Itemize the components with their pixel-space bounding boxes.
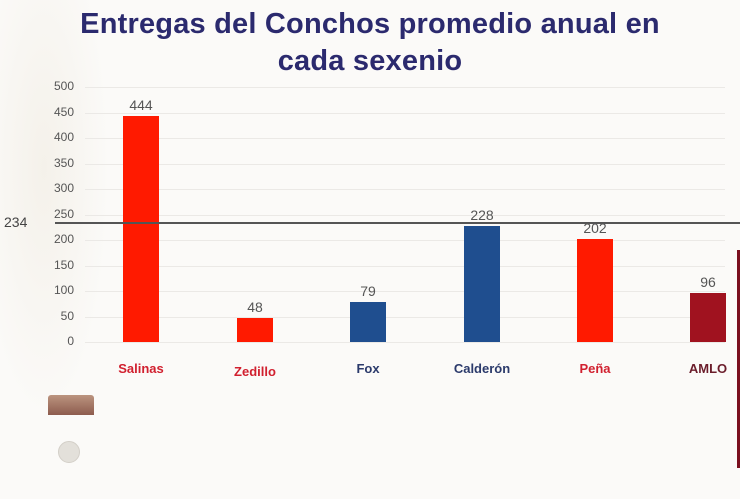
- bar-value-label: 228: [470, 206, 494, 223]
- y-axis-tick-label: 0: [67, 334, 74, 348]
- bar-fox: [350, 301, 386, 342]
- gridline: [85, 112, 725, 114]
- gridline: [85, 240, 725, 241]
- bar-amlo: [690, 293, 726, 342]
- y-axis-tick-label: 50: [60, 308, 74, 323]
- government-logo-icon: [48, 395, 94, 415]
- gridline: [85, 265, 725, 267]
- bar-value-label: 48: [247, 298, 263, 315]
- chart-title-line-1: Entregas del Conchos promedio anual en: [80, 8, 660, 40]
- y-axis-tick-label: 500: [53, 79, 74, 93]
- y-axis-tick-label: 450: [53, 104, 74, 119]
- y-axis-tick-label: 400: [53, 130, 74, 144]
- y-axis-tick-label: 100: [53, 283, 74, 297]
- reference-line-label: 234: [4, 213, 28, 230]
- bar-value-label: 202: [583, 219, 607, 236]
- gridline: [85, 291, 725, 292]
- bar-salinas: [123, 115, 159, 342]
- bar-value-label: 444: [129, 96, 153, 113]
- reference-line: [55, 221, 740, 224]
- gridline: [85, 342, 725, 343]
- y-axis-tick-label: 300: [53, 181, 74, 195]
- x-axis-category-label: Peña: [579, 361, 611, 376]
- y-axis-tick-label: 250: [53, 206, 74, 221]
- gridline: [85, 138, 725, 139]
- chart-title-line-2: cada sexenio: [277, 45, 463, 77]
- y-axis-tick-label: 350: [53, 155, 74, 170]
- gridline: [85, 189, 725, 190]
- bar-zedillo: [237, 317, 273, 342]
- background-ornament: [0, 0, 110, 420]
- chart-title: Entregas del Conchos promedio anual en c…: [0, 6, 740, 80]
- gridline: [85, 316, 725, 318]
- x-axis-category-label: Calderón: [453, 361, 511, 376]
- bar-value-label: 79: [360, 282, 376, 299]
- x-axis-category-label: Zedillo: [234, 364, 276, 379]
- gridline: [85, 163, 725, 165]
- gridline: [85, 87, 725, 88]
- x-axis-category-label: Salinas: [118, 361, 164, 376]
- bar-value-label: 96: [700, 274, 716, 291]
- y-axis-tick-label: 150: [53, 257, 74, 272]
- seal-icon: [58, 441, 80, 463]
- bar-calderón: [464, 225, 500, 342]
- y-axis-tick-label: 200: [53, 232, 74, 246]
- right-edge-bar: [737, 250, 740, 468]
- gridline: [85, 214, 725, 216]
- bar-peña: [577, 238, 613, 342]
- x-axis-category-label: AMLO: [688, 361, 728, 376]
- x-axis-category-label: Fox: [356, 361, 380, 376]
